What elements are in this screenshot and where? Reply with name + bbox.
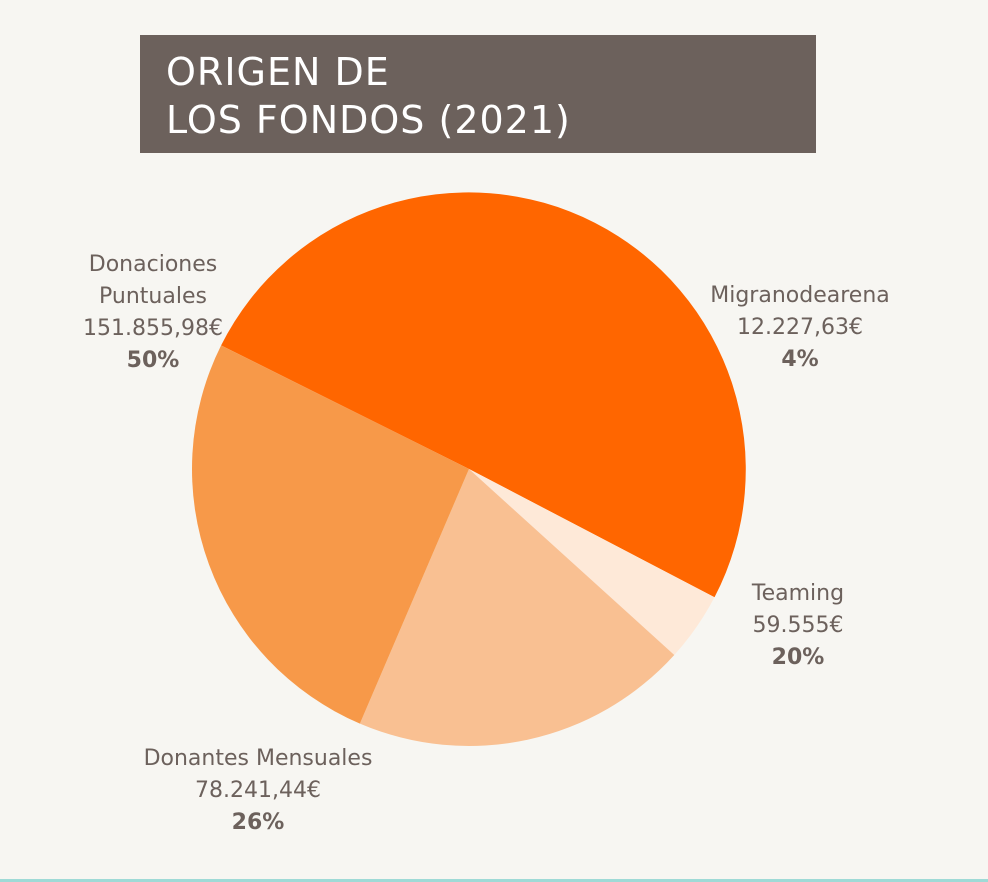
label-donaciones-puntuales: Donaciones Puntuales 151.855,98€ 50% [58,249,248,377]
label-amount: 12.227,63€ [737,315,863,340]
label-name-line: Teaming [751,581,845,606]
pie-slice-teaming [359,469,675,746]
label-name-line: Puntuales [99,284,207,309]
chart-title-box: ORIGEN DE LOS FONDOS (2021) [140,35,816,153]
pie-slice-donaciones-puntuales [221,192,746,598]
chart-title-line-2: LOS FONDOS (2021) [166,98,571,142]
pie-slice-donantes-mensuales [191,345,470,724]
label-name-line: Migranodearena [710,283,890,308]
bottom-accent-line [0,879,988,882]
label-amount: 151.855,98€ [83,316,223,341]
label-percent: 50% [126,348,180,373]
chart-title-line-1: ORIGEN DE [166,50,390,94]
label-percent: 26% [231,810,285,835]
label-migranodearena: Migranodearena 12.227,63€ 4% [690,280,910,376]
label-name-line: Donaciones [88,252,218,277]
label-percent: 4% [781,347,819,372]
label-teaming: Teaming 59.555€ 20% [718,578,878,674]
label-name-line: Donantes Mensuales [143,746,373,771]
label-donantes-mensuales: Donantes Mensuales 78.241,44€ 26% [113,743,403,839]
label-amount: 78.241,44€ [195,778,321,803]
label-amount: 59.555€ [752,613,844,638]
label-percent: 20% [771,645,825,670]
pie-slice-migranodearena [469,469,715,655]
